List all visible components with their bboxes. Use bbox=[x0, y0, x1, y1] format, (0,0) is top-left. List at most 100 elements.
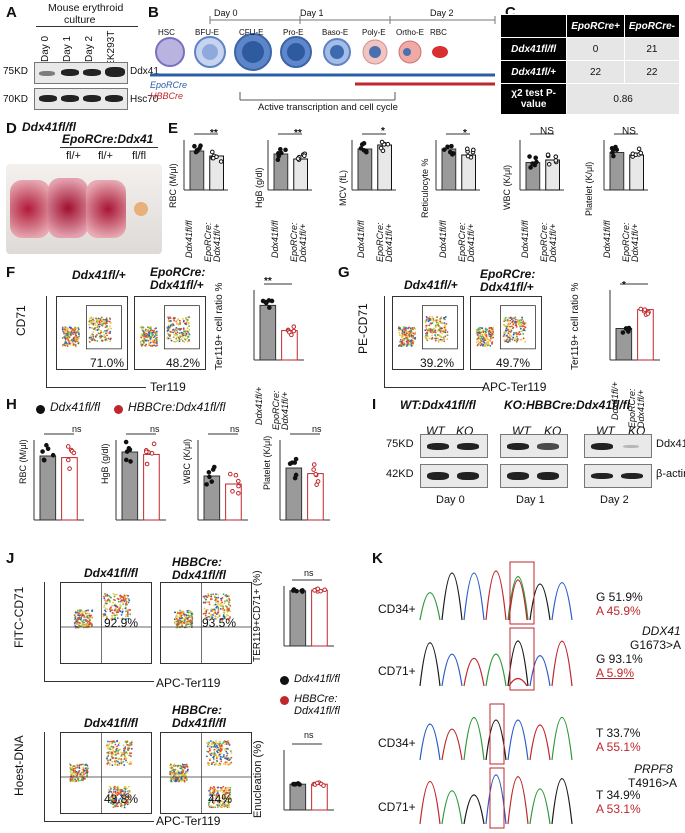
data-point bbox=[267, 305, 272, 310]
facs-event bbox=[128, 747, 131, 750]
facs-event bbox=[104, 592, 106, 595]
facs-event bbox=[93, 328, 95, 331]
facs-event bbox=[123, 804, 126, 807]
facs-event bbox=[203, 607, 206, 610]
facs-event bbox=[175, 337, 178, 340]
facs-event bbox=[211, 791, 214, 794]
facs-event bbox=[85, 625, 87, 628]
facs-event bbox=[112, 740, 115, 743]
facs-event bbox=[118, 758, 120, 760]
facs-event bbox=[179, 321, 181, 324]
facs-event bbox=[110, 327, 113, 330]
data-point bbox=[123, 457, 129, 463]
facs-event bbox=[114, 792, 117, 794]
facs-event bbox=[438, 325, 441, 328]
facs-event bbox=[181, 335, 184, 338]
facs-event bbox=[107, 759, 109, 762]
facs-event bbox=[187, 340, 189, 343]
facs-event bbox=[115, 799, 118, 802]
data-point bbox=[204, 482, 209, 487]
facs-event bbox=[114, 786, 117, 789]
facs-event bbox=[82, 775, 85, 777]
facs-event bbox=[502, 335, 505, 338]
data-point bbox=[471, 147, 476, 153]
data-point bbox=[625, 327, 630, 333]
facs-event bbox=[215, 593, 217, 596]
facs-event bbox=[212, 794, 214, 797]
c-header: EpoRCre- bbox=[623, 14, 681, 38]
facs-event bbox=[212, 805, 215, 808]
j-x-axis-bottom bbox=[44, 821, 154, 822]
facs-event bbox=[107, 793, 110, 796]
h-sig: ns bbox=[312, 424, 322, 434]
facs-event bbox=[522, 325, 525, 328]
facs-event bbox=[79, 611, 82, 614]
facs-event bbox=[64, 341, 67, 344]
facs-event bbox=[228, 806, 231, 809]
a-mw-label: 75KD bbox=[3, 66, 29, 77]
facs-event bbox=[122, 602, 125, 605]
facs-event bbox=[208, 805, 211, 808]
facs-event bbox=[119, 748, 122, 751]
facs-event bbox=[109, 330, 112, 333]
facs-event bbox=[431, 334, 433, 337]
e-xlabel: Ddx41fl/fl bbox=[356, 220, 366, 258]
facs-event bbox=[66, 330, 69, 332]
facs-event bbox=[225, 614, 228, 616]
facs-event bbox=[66, 327, 69, 329]
facs-event bbox=[224, 749, 227, 752]
facs-event bbox=[82, 768, 85, 771]
facs-event bbox=[129, 609, 132, 611]
facs-event bbox=[140, 327, 143, 330]
facs-event bbox=[76, 774, 79, 777]
facs-event bbox=[96, 322, 99, 325]
facs-event bbox=[119, 761, 122, 764]
data-point bbox=[465, 153, 471, 159]
facs-event bbox=[446, 331, 449, 333]
facs-event bbox=[215, 797, 218, 800]
facs-event bbox=[76, 764, 79, 767]
facs-event bbox=[509, 319, 512, 322]
facs-event bbox=[113, 595, 116, 598]
facs-event bbox=[440, 328, 443, 331]
facs-event bbox=[172, 317, 175, 320]
facs-event bbox=[213, 789, 216, 791]
facs-event bbox=[223, 754, 225, 756]
facs-event bbox=[123, 751, 126, 753]
facs-event bbox=[516, 338, 519, 341]
facs-event bbox=[103, 595, 105, 598]
bar bbox=[289, 590, 307, 647]
facs-event bbox=[149, 341, 152, 344]
facs-event bbox=[107, 760, 110, 763]
variant-highlight-box bbox=[489, 703, 505, 765]
facs-event bbox=[173, 336, 175, 338]
facs-event bbox=[141, 329, 144, 332]
facs-event bbox=[121, 608, 124, 611]
facs-event bbox=[109, 610, 112, 613]
facs-event bbox=[169, 330, 172, 333]
facs-event bbox=[414, 337, 416, 340]
facs-event bbox=[186, 330, 189, 333]
facs-event bbox=[487, 343, 490, 345]
facs-event bbox=[92, 331, 95, 334]
facs-event bbox=[69, 773, 72, 776]
k-prpf8-mut: T4916>A bbox=[628, 776, 678, 790]
facs-event bbox=[191, 622, 193, 625]
h-ylabel: RBC (M/μl) bbox=[18, 439, 28, 484]
facs-event bbox=[125, 610, 127, 613]
facs-event bbox=[514, 318, 517, 321]
facs-event bbox=[154, 333, 157, 336]
data-point bbox=[315, 780, 320, 786]
facs-event bbox=[182, 328, 185, 330]
panel-label-k: K bbox=[372, 550, 383, 567]
e-xlabel: EpoRCre: Ddx41fl/+ bbox=[375, 222, 394, 262]
facs-event bbox=[98, 336, 101, 339]
facs-event bbox=[434, 329, 437, 332]
facs-event bbox=[503, 333, 506, 336]
facs-event bbox=[187, 609, 190, 612]
facs-event bbox=[128, 754, 131, 757]
facs-event bbox=[220, 745, 223, 747]
c-cell: 21 bbox=[623, 37, 681, 61]
facs-event bbox=[483, 344, 486, 346]
facs-event bbox=[477, 337, 480, 339]
